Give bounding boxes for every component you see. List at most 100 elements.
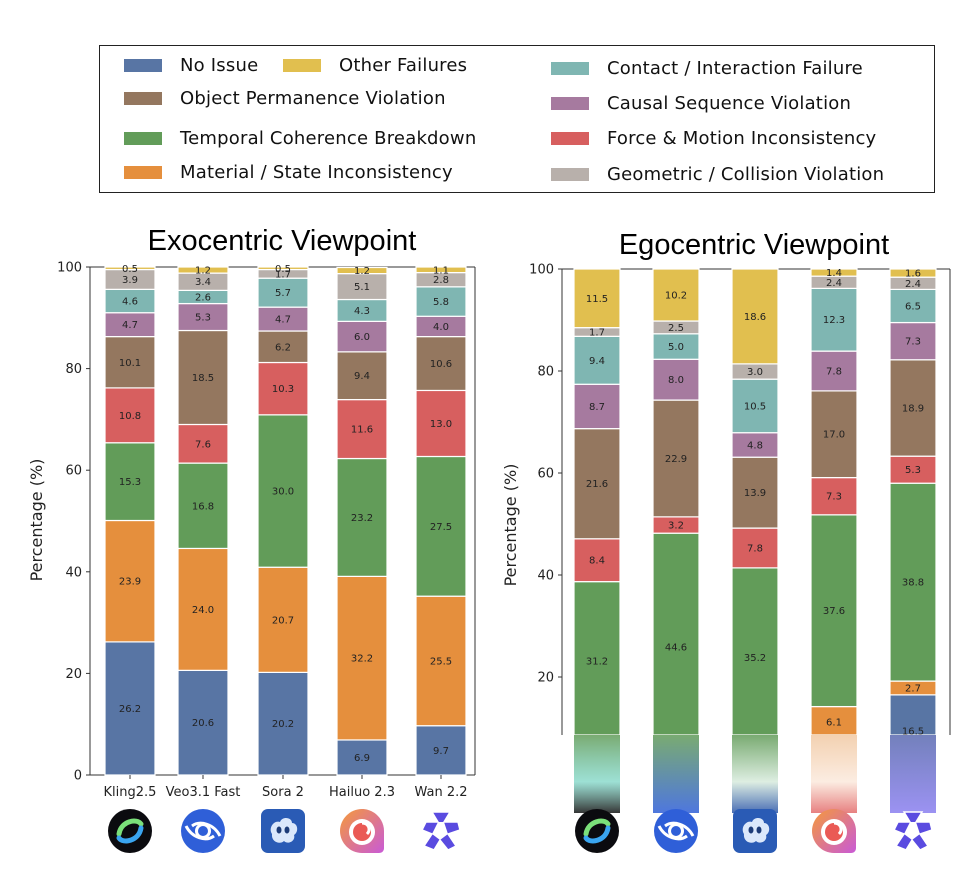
bar-segment-other xyxy=(810,268,858,277)
x-tick-label: Hailuo 2.3 xyxy=(329,785,395,800)
legend-label: Object Permanence Violation xyxy=(180,87,446,109)
bar-value-label: 10.8 xyxy=(119,411,141,422)
bar-segment-causal xyxy=(652,358,700,401)
bar-value-label: 7.8 xyxy=(826,367,842,378)
legend-item-temporal-coherence: Temporal Coherence Breakdown xyxy=(124,126,476,150)
bar-value-label: 11.5 xyxy=(586,294,608,305)
bar-value-label: 15.3 xyxy=(119,477,141,488)
bar-value-label: 37.6 xyxy=(823,606,845,617)
y-tick-label: 80 xyxy=(537,365,554,380)
bar-segment-geometric xyxy=(336,273,388,301)
kling-logo-icon xyxy=(574,808,620,854)
bar-segment-object-perm xyxy=(810,390,858,479)
bar-value-label: 10.3 xyxy=(272,384,294,395)
bar-value-label: 10.6 xyxy=(430,359,452,370)
bar-value-label: 2.4 xyxy=(905,279,921,290)
legend-label: Temporal Coherence Breakdown xyxy=(180,127,477,149)
bar-segment-causal xyxy=(731,432,779,458)
bar-stack-kling2-5: 26.2 23.9 15.3 10.8 10.1 4.7 4.6 3.90.5 xyxy=(104,264,156,776)
bar-value-label: 2.8 xyxy=(433,275,449,286)
bar-value-label: 8.7 xyxy=(589,402,605,413)
bar-value-label: 5.0 xyxy=(668,342,684,353)
legend-swatch xyxy=(124,131,162,145)
bar-segment-no-issue xyxy=(336,739,388,776)
bar-segment-contact xyxy=(415,286,467,317)
y-tick-label: 100 xyxy=(529,263,554,278)
bar-segment-material xyxy=(104,519,156,643)
bar-value-label: 5.1 xyxy=(354,282,370,293)
bar-stack-hailuo-2-3: 6.1 37.6 7.3 17.0 7.8 12.3 2.41.4 xyxy=(810,268,858,813)
bar-segment-object-perm xyxy=(889,359,937,457)
y-tick-label: 40 xyxy=(65,565,82,580)
bar-stack-hailuo-2-3: 6.9 32.2 23.2 11.6 9.4 6.0 4.3 5.1 1.2 xyxy=(336,266,388,776)
bar-value-label: 5.3 xyxy=(905,465,921,476)
bar-value-label: 9.7 xyxy=(433,746,449,757)
legend-label: Contact / Interaction Failure xyxy=(607,57,863,79)
bar-value-label: 31.2 xyxy=(586,657,608,668)
bar-segment-temporal xyxy=(573,581,621,736)
bar-value-label: 38.8 xyxy=(902,578,924,589)
veo-logo-icon xyxy=(653,808,699,854)
y-tick-label: 60 xyxy=(537,467,554,482)
bar-segment-temporal xyxy=(104,442,156,522)
legend-swatch xyxy=(551,96,589,110)
bar-value-label: 20.2 xyxy=(272,719,294,730)
bar-stack-wan-2-2: 9.7 25.5 27.5 13.0 10.6 4.0 5.8 2.81.1 xyxy=(415,265,467,776)
bar-segment-other xyxy=(889,268,937,278)
bar-value-label: 44.6 xyxy=(665,642,687,653)
bar-fade-overlay xyxy=(732,735,778,813)
bar-value-label: 20.7 xyxy=(272,615,294,626)
hailuo-logo-icon xyxy=(811,808,857,854)
y-axis-title: Percentage (%) xyxy=(27,459,46,582)
y-tick-label: 20 xyxy=(537,671,554,686)
bar-stack-sora-2: 35.2 7.8 13.9 4.8 10.5 3.0 18.6 xyxy=(731,268,779,813)
bar-value-label: 8.4 xyxy=(589,556,605,567)
bar-value-label: 2.7 xyxy=(905,683,921,694)
bar-value-label: 8.0 xyxy=(668,375,684,386)
bar-segment-force xyxy=(104,387,156,444)
bar-stack-veo3-1-fast: 44.6 3.2 22.9 8.0 5.0 2.5 10.2 xyxy=(652,268,700,813)
bar-value-label: 16.5 xyxy=(902,727,924,738)
legend-item-object-permanence: Object Permanence Violation xyxy=(124,86,446,110)
bar-value-label: 1.1 xyxy=(433,265,449,276)
bar-value-label: 5.3 xyxy=(195,313,211,324)
sora-logo-icon xyxy=(732,808,778,854)
bar-value-label: 3.2 xyxy=(668,521,684,532)
bar-fade-overlay xyxy=(890,735,936,813)
bar-fade-overlay xyxy=(574,735,620,813)
bar-stack-kling2-5: 31.2 8.4 21.6 8.7 9.4 1.7 11.5 xyxy=(573,268,621,813)
egocentric-chart-title: Egocentric Viewpoint xyxy=(618,229,890,261)
bar-value-label: 10.2 xyxy=(665,291,687,302)
bar-segment-object-perm xyxy=(177,329,229,426)
bar-segment-other xyxy=(257,266,309,271)
bar-value-label: 9.4 xyxy=(354,371,370,382)
legend-swatch xyxy=(551,131,589,145)
bar-value-label: 3.9 xyxy=(122,275,138,286)
bar-segment-force xyxy=(257,361,309,416)
bar-value-label: 4.7 xyxy=(275,315,291,326)
bar-segment-force xyxy=(336,398,388,460)
chart-legend: No Issue Other Failures Object Permanenc… xyxy=(99,45,935,193)
legend-label: Material / State Inconsistency xyxy=(180,161,453,183)
bar-value-label: 6.0 xyxy=(354,332,370,343)
legend-swatch xyxy=(283,58,321,72)
bar-stack-veo3-1-fast: 20.6 24.0 16.8 7.6 18.5 5.3 2.6 3.41.2 xyxy=(177,266,229,776)
bar-value-label: 0.5 xyxy=(122,264,138,275)
bar-segment-object-perm xyxy=(573,428,621,540)
bar-value-label: 4.3 xyxy=(354,306,370,317)
bar-segment-object-perm xyxy=(257,330,309,364)
bar-fade-overlay xyxy=(811,735,857,813)
bar-segment-temporal xyxy=(415,455,467,597)
egocentric-chart: 20 40 60 80 100 Percentage (%) 31.2 8.4 21.6 8.7 9… xyxy=(501,263,951,813)
y-tick-label: 40 xyxy=(537,569,554,584)
y-tick-label: 100 xyxy=(57,261,82,276)
kling-logo-icon xyxy=(107,808,153,854)
bar-value-label: 30.0 xyxy=(272,487,294,498)
bar-value-label: 32.2 xyxy=(351,654,373,665)
veo-logo-icon xyxy=(180,808,226,854)
legend-label: Geometric / Collision Violation xyxy=(607,163,885,185)
legend-label: Force & Motion Inconsistency xyxy=(607,127,877,149)
wan-logo-icon xyxy=(890,808,936,854)
legend-item-no-issue: No Issue xyxy=(124,53,258,77)
